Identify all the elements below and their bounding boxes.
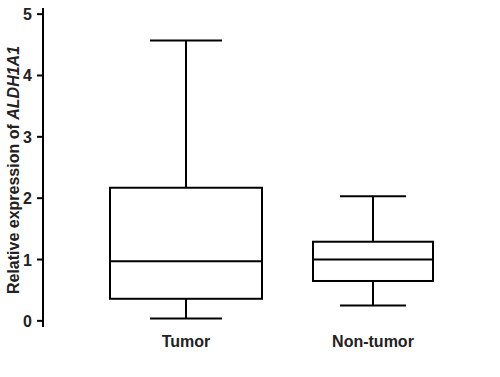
- y-tick-label: 2: [23, 190, 32, 207]
- y-tick: [37, 13, 43, 15]
- max-cap: [150, 40, 222, 42]
- y-tick-label: 4: [23, 67, 32, 84]
- y-tick-label: 3: [23, 129, 32, 146]
- y-tick-label: 0: [23, 313, 32, 330]
- median-line: [110, 260, 262, 262]
- box: [110, 188, 262, 299]
- y-axis: [42, 8, 44, 327]
- upper-whisker: [372, 196, 374, 241]
- max-cap: [340, 195, 406, 197]
- min-cap: [340, 305, 406, 307]
- lower-whisker: [372, 281, 374, 306]
- chart: 0 1 2 3 4 5 Relative expression of ALDH1A1 Tumo…: [0, 0, 500, 377]
- lower-whisker: [185, 299, 187, 319]
- min-cap: [150, 317, 222, 319]
- y-tick: [37, 197, 43, 199]
- y-tick: [37, 259, 43, 261]
- x-tick-label: Tumor: [162, 333, 211, 350]
- y-axis-label: Relative expression of ALDH1A1: [5, 46, 22, 294]
- y-tick-label: 1: [23, 252, 32, 269]
- y-tick: [37, 320, 43, 322]
- x-tick-label: Non-tumor: [332, 333, 414, 350]
- median-line: [313, 259, 433, 261]
- y-tick: [37, 74, 43, 76]
- y-tick: [37, 136, 43, 138]
- y-tick-label: 5: [23, 6, 32, 23]
- upper-whisker: [185, 41, 187, 188]
- box: [313, 242, 433, 281]
- boxes: [110, 41, 433, 319]
